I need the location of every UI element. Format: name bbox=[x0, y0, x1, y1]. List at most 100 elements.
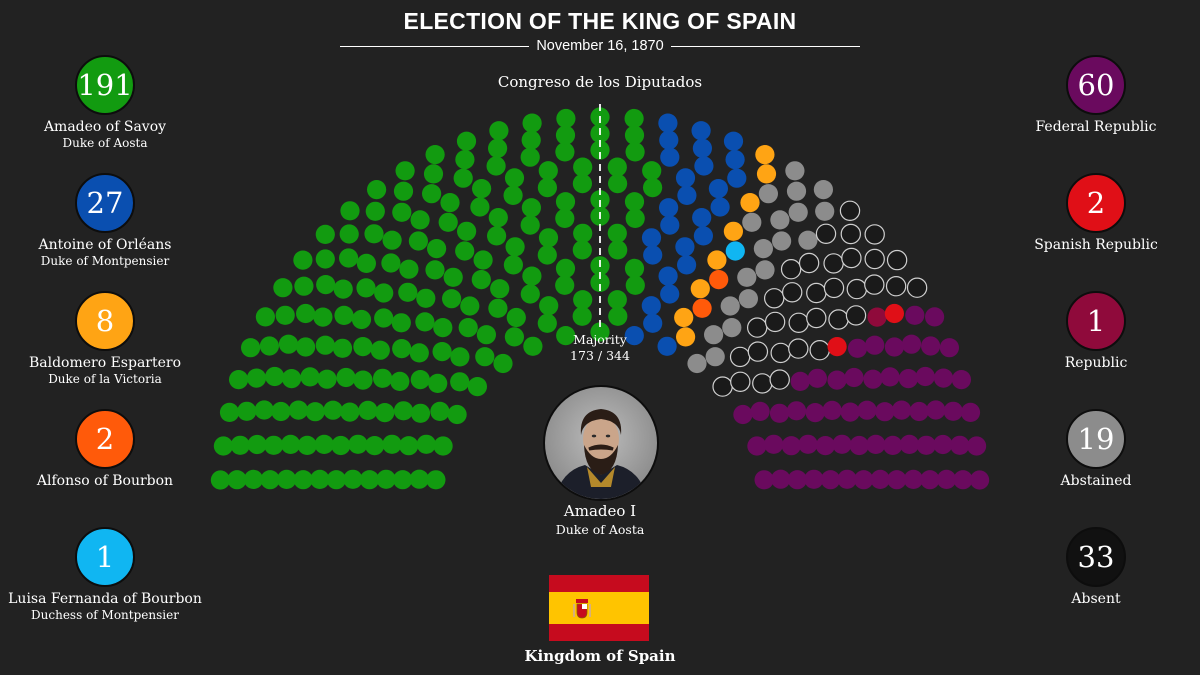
seat-antoine-of-orl-ans bbox=[675, 168, 696, 188]
seat-amadeo-of-savoy bbox=[336, 367, 356, 388]
seat-amadeo-of-savoy bbox=[391, 313, 411, 333]
seat-amadeo-of-savoy bbox=[590, 322, 610, 342]
seat-amadeo-of-savoy bbox=[365, 436, 385, 456]
seat-baldomero-espartero bbox=[707, 250, 727, 270]
seat-amadeo-of-savoy bbox=[556, 326, 576, 346]
seat-antoine-of-orl-ans bbox=[641, 296, 661, 316]
seat-federal-republic bbox=[854, 470, 874, 490]
seat-federal-republic bbox=[916, 435, 936, 455]
seat-amadeo-of-savoy bbox=[453, 168, 473, 188]
winner-name: Amadeo I bbox=[563, 502, 637, 520]
seat-amadeo-of-savoy bbox=[348, 434, 368, 454]
winner-title: Duke of Aosta bbox=[555, 522, 645, 537]
seat-amadeo-of-savoy bbox=[590, 140, 610, 160]
seat-absent bbox=[769, 369, 790, 390]
seat-federal-republic bbox=[733, 404, 753, 425]
seat-amadeo-of-savoy bbox=[625, 142, 645, 162]
seat-federal-republic bbox=[884, 337, 905, 357]
seat-federal-republic bbox=[953, 470, 973, 490]
seat-antoine-of-orl-ans bbox=[710, 197, 730, 217]
option-federal-republic: 60 Federal Republic bbox=[991, 55, 1200, 136]
seat-amadeo-of-savoy bbox=[506, 307, 526, 328]
seat-absent bbox=[845, 305, 867, 326]
option-name: Spanish Republic bbox=[1034, 237, 1158, 253]
seat-federal-republic bbox=[870, 469, 890, 489]
seat-federal-republic bbox=[970, 470, 990, 490]
seat-amadeo-of-savoy bbox=[356, 253, 376, 273]
seat-amadeo-of-savoy bbox=[271, 401, 291, 422]
seat-amadeo-of-savoy bbox=[430, 401, 450, 421]
seat-amadeo-of-savoy bbox=[472, 179, 492, 199]
seat-amadeo-of-savoy bbox=[288, 400, 308, 420]
seat-amadeo-of-savoy bbox=[538, 161, 558, 181]
seat-amadeo-of-savoy bbox=[539, 296, 559, 316]
seat-amadeo-of-savoy bbox=[455, 150, 475, 170]
seat-amadeo-of-savoy bbox=[281, 434, 301, 454]
seat-federal-republic bbox=[933, 434, 953, 455]
seat-abstained bbox=[755, 260, 775, 280]
seat-amadeo-of-savoy bbox=[331, 435, 351, 456]
seat-amadeo-of-savoy bbox=[473, 250, 493, 270]
seat-amadeo-of-savoy bbox=[608, 174, 628, 194]
seat-federal-republic bbox=[898, 369, 919, 389]
seat-amadeo-of-savoy bbox=[476, 325, 496, 345]
candidate-alfonso: 2 Alfonso of Bourbon bbox=[0, 409, 210, 490]
seat-absent bbox=[823, 253, 844, 274]
seat-amadeo-of-savoy bbox=[608, 306, 628, 326]
seat-amadeo-of-savoy bbox=[488, 138, 508, 158]
candidate-name: Baldomero Espartero bbox=[28, 355, 182, 371]
seat-luisa-fernanda-of-bourbon bbox=[725, 241, 745, 261]
seat-amadeo-of-savoy bbox=[334, 305, 354, 325]
seat-amadeo-of-savoy bbox=[367, 180, 387, 200]
seat-antoine-of-orl-ans bbox=[675, 237, 695, 257]
seat-federal-republic bbox=[866, 434, 886, 454]
seat-amadeo-of-savoy bbox=[293, 250, 313, 270]
seat-amadeo-of-savoy bbox=[555, 258, 576, 278]
seat-amadeo-of-savoy bbox=[392, 339, 412, 359]
seat-abstained bbox=[758, 184, 779, 204]
seat-federal-republic bbox=[827, 370, 847, 390]
seat-amadeo-of-savoy bbox=[428, 373, 448, 393]
seat-federal-republic bbox=[747, 436, 767, 456]
seat-federal-republic bbox=[865, 335, 885, 355]
seat-amadeo-of-savoy bbox=[374, 283, 394, 303]
seat-federal-republic bbox=[815, 436, 836, 456]
seat-federal-republic bbox=[804, 469, 824, 489]
seat-amadeo-of-savoy bbox=[624, 125, 645, 145]
seat-amadeo-of-savoy bbox=[364, 224, 384, 244]
seat-federal-republic bbox=[844, 367, 864, 388]
winner-portrait bbox=[543, 385, 659, 501]
seat-amadeo-of-savoy bbox=[300, 367, 320, 387]
seat-amadeo-of-savoy bbox=[296, 303, 316, 324]
seat-federal-republic bbox=[880, 367, 900, 387]
seat-federal-republic bbox=[903, 469, 924, 489]
date-row: November 16, 1870 bbox=[340, 36, 861, 56]
seat-amadeo-of-savoy bbox=[296, 337, 316, 357]
seat-amadeo-of-savoy bbox=[275, 305, 295, 325]
seat-amadeo-of-savoy bbox=[538, 228, 559, 248]
seat-amadeo-of-savoy bbox=[297, 435, 317, 455]
seat-federal-republic bbox=[750, 401, 770, 421]
seat-amadeo-of-savoy bbox=[255, 307, 275, 327]
seat-amadeo-of-savoy bbox=[395, 161, 415, 181]
candidate-amadeo: 191 Amadeo of Savoy Duke of Aosta bbox=[0, 55, 210, 151]
seat-count-badge: 2 bbox=[75, 409, 135, 469]
seat-absent bbox=[712, 376, 733, 397]
seat-baldomero-espartero bbox=[740, 193, 760, 213]
seat-amadeo-of-savoy bbox=[493, 353, 513, 374]
seat-federal-republic bbox=[899, 434, 920, 454]
seat-count-badge: 60 bbox=[1066, 55, 1126, 115]
seat-amadeo-of-savoy bbox=[227, 470, 247, 490]
seat-amadeo-of-savoy bbox=[313, 307, 333, 327]
seat-federal-republic bbox=[832, 434, 852, 454]
seat-spanish-republic bbox=[827, 337, 847, 357]
seat-amadeo-of-savoy bbox=[277, 469, 297, 489]
seat-count-badge: 19 bbox=[1066, 409, 1126, 469]
seat-amadeo-of-savoy bbox=[315, 249, 335, 269]
seat-antoine-of-orl-ans bbox=[660, 284, 680, 304]
seat-amadeo-of-savoy bbox=[486, 156, 506, 176]
seat-federal-republic bbox=[933, 368, 954, 388]
seat-antoine-of-orl-ans bbox=[660, 147, 680, 167]
seat-amadeo-of-savoy bbox=[323, 400, 343, 420]
seat-count-badge: 191 bbox=[75, 55, 135, 115]
